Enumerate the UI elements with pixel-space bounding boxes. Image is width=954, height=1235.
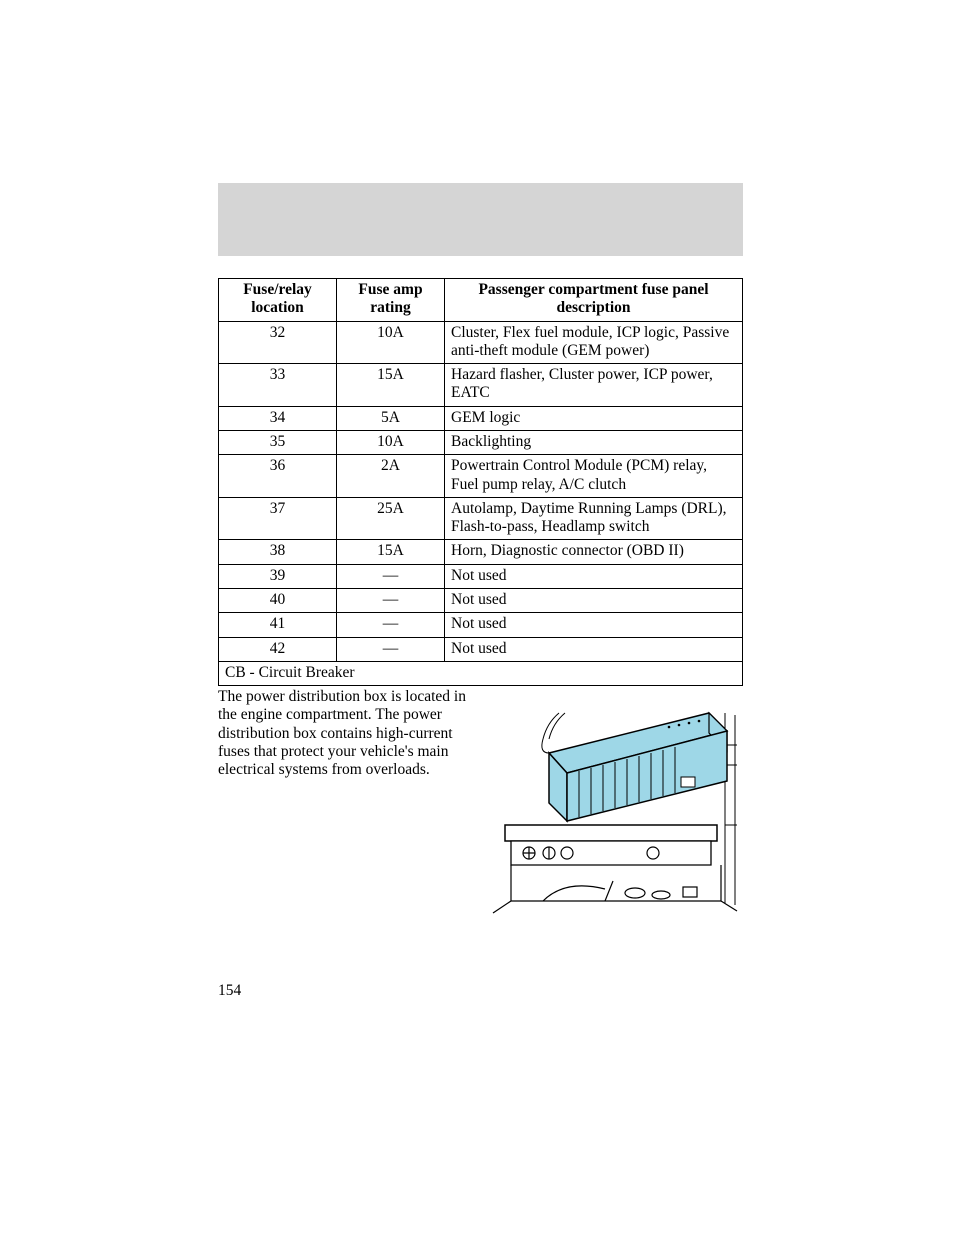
- header-text: description: [556, 299, 630, 316]
- cell-location: 37: [219, 497, 337, 540]
- page: Fuse/relay location Fuse amp rating Pass…: [0, 0, 954, 1235]
- header-text: Fuse amp: [358, 281, 422, 298]
- cell-location: 38: [219, 540, 337, 564]
- table-row: 42—Not used: [219, 637, 743, 661]
- cell-description: Not used: [445, 588, 743, 612]
- table-row: 3815AHorn, Diagnostic connector (OBD II): [219, 540, 743, 564]
- table-row: 39—Not used: [219, 564, 743, 588]
- cell-amp: 10A: [337, 321, 445, 364]
- cell-description: Not used: [445, 637, 743, 661]
- table-row: 3510ABacklighting: [219, 430, 743, 454]
- cell-location: 33: [219, 364, 337, 407]
- fuse-table: Fuse/relay location Fuse amp rating Pass…: [218, 278, 743, 686]
- cell-location: 36: [219, 455, 337, 498]
- cell-description: Backlighting: [445, 430, 743, 454]
- col-header-amp: Fuse amp rating: [337, 279, 445, 322]
- body-paragraph: The power distribution box is located in…: [218, 688, 478, 779]
- cell-location: 34: [219, 406, 337, 430]
- col-header-location: Fuse/relay location: [219, 279, 337, 322]
- header-text: Passenger compartment fuse panel: [478, 281, 708, 298]
- table-row: 345AGEM logic: [219, 406, 743, 430]
- cell-description: Autolamp, Daytime Running Lamps (DRL), F…: [445, 497, 743, 540]
- cell-location: 32: [219, 321, 337, 364]
- table-footer-cell: CB - Circuit Breaker: [219, 661, 743, 685]
- header-banner: [218, 183, 743, 256]
- cell-location: 40: [219, 588, 337, 612]
- cell-amp: 25A: [337, 497, 445, 540]
- cell-amp: —: [337, 637, 445, 661]
- header-text: location: [251, 299, 304, 316]
- header-text: rating: [370, 299, 410, 316]
- cell-description: GEM logic: [445, 406, 743, 430]
- cell-amp: —: [337, 564, 445, 588]
- col-header-description: Passenger compartment fuse panel descrip…: [445, 279, 743, 322]
- page-number: 154: [218, 982, 241, 1000]
- table-row: 3315AHazard flasher, Cluster power, ICP …: [219, 364, 743, 407]
- cell-description: Hazard flasher, Cluster power, ICP power…: [445, 364, 743, 407]
- table-row: 40—Not used: [219, 588, 743, 612]
- header-text: Fuse/relay: [243, 281, 312, 298]
- cell-description: Not used: [445, 613, 743, 637]
- main-content: Fuse/relay location Fuse amp rating Pass…: [218, 278, 743, 686]
- cell-location: 35: [219, 430, 337, 454]
- table-row: 3725AAutolamp, Daytime Running Lamps (DR…: [219, 497, 743, 540]
- table-row: 3210ACluster, Flex fuel module, ICP logi…: [219, 321, 743, 364]
- cell-description: Horn, Diagnostic connector (OBD II): [445, 540, 743, 564]
- cell-amp: 10A: [337, 430, 445, 454]
- table-row: 362APowertrain Control Module (PCM) rela…: [219, 455, 743, 498]
- cell-description: Powertrain Control Module (PCM) relay, F…: [445, 455, 743, 498]
- table-header-row: Fuse/relay location Fuse amp rating Pass…: [219, 279, 743, 322]
- cell-amp: 15A: [337, 540, 445, 564]
- cell-location: 42: [219, 637, 337, 661]
- power-distribution-box-diagram: [485, 705, 741, 915]
- cell-location: 41: [219, 613, 337, 637]
- cell-amp: —: [337, 588, 445, 612]
- cell-amp: —: [337, 613, 445, 637]
- cell-description: Cluster, Flex fuel module, ICP logic, Pa…: [445, 321, 743, 364]
- table-row: 41—Not used: [219, 613, 743, 637]
- cell-location: 39: [219, 564, 337, 588]
- table-footer-row: CB - Circuit Breaker: [219, 661, 743, 685]
- cell-description: Not used: [445, 564, 743, 588]
- cell-amp: 2A: [337, 455, 445, 498]
- cell-amp: 15A: [337, 364, 445, 407]
- cell-amp: 5A: [337, 406, 445, 430]
